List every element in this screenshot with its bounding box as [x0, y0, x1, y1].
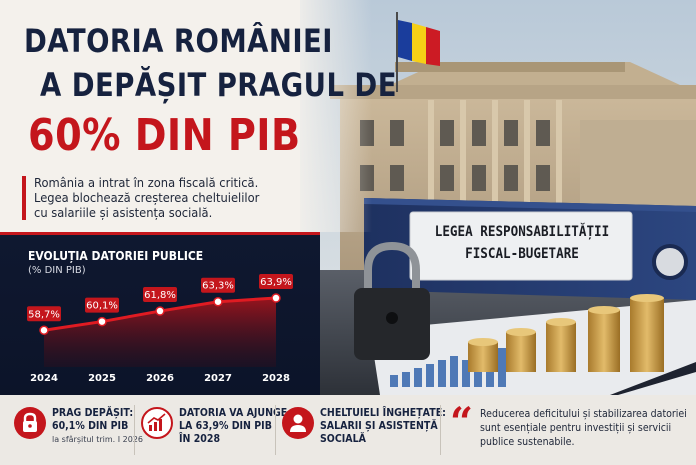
chart-area — [44, 298, 276, 367]
chart-x-tick-label: 2025 — [88, 373, 116, 384]
chart-data-label-badge — [201, 277, 235, 293]
chart-title: EVOLUȚIA DATORIEI PUBLICE — [28, 249, 204, 263]
lock-icon — [14, 407, 46, 439]
subtitle-line-1: România a intrat în zona fiscală critică… — [34, 175, 259, 190]
chart-data-label: 61,8% — [144, 290, 176, 301]
card-2-title-3: ÎN 2028 — [179, 433, 221, 445]
chart-x-tick-label: 2028 — [262, 373, 290, 384]
card-1-note: la sfârșitul trim. I 2026 — [52, 435, 143, 444]
quote-icon: “ — [450, 399, 474, 446]
chart-x-tick-label: 2027 — [204, 373, 232, 384]
info-card-projection: DATORIA VA AJUNGE LA 63,9% DIN PIB ÎN 20… — [135, 395, 287, 465]
chart-point — [97, 316, 107, 327]
headline-panel: DATORIA ROMÂNIEI A DEPĂȘIT PRAGUL DE 60%… — [0, 0, 396, 232]
chart-data-label: 58,7% — [28, 309, 60, 320]
info-card-threshold: PRAG DEPĂȘIT: 60,1% DIN PIB la sfârșitul… — [0, 395, 143, 465]
government-building-illustration — [300, 0, 696, 395]
headline-line-3: 60% DIN PIB — [28, 110, 301, 161]
pen — [610, 362, 696, 395]
person-icon — [282, 407, 314, 439]
subtitle-accent-bar — [22, 176, 26, 220]
chart-data-label-badge — [85, 297, 119, 313]
card-3-title-1: CHELTUIELI ÎNGHEȚATE: — [320, 407, 446, 419]
card-2-title-1: DATORIA VA AJUNGE — [179, 407, 288, 419]
chart-point — [155, 306, 165, 316]
subtitle-line-3: cu salariile și asistența socială. — [34, 205, 213, 220]
card-2-title-2: LA 63,9% DIN PIB — [179, 420, 272, 432]
flagpole — [396, 12, 398, 92]
coin-stacks — [468, 294, 664, 372]
subtitle-line-2: Legea blochează creșterea cheltuielilor — [34, 190, 260, 205]
info-strip: PRAG DEPĂȘIT: 60,1% DIN PIB la sfârșitul… — [0, 395, 696, 465]
card-1-title-2: 60,1% DIN PIB — [52, 420, 129, 432]
card-3-title-3: SOCIALĂ — [320, 433, 366, 445]
bar-chart-icon — [141, 407, 173, 439]
chart-data-label: 63,9% — [260, 277, 292, 288]
binder-label-line2: FISCAL-BUGETARE — [465, 246, 579, 262]
quote-line-1: Reducerea deficitului și stabilizarea da… — [480, 408, 687, 420]
romanian-flag — [398, 20, 440, 66]
binder-label-line1: LEGEA RESPONSABILITĂȚII — [434, 224, 610, 240]
headline-line-1: DATORIA ROMÂNIEI — [24, 22, 333, 60]
divider — [134, 405, 135, 455]
debt-line-chart: 58,7% 2024 60,1% 2025 61,8% 2026 63,3% 2027 63,9… — [27, 274, 293, 384]
divider — [440, 405, 441, 455]
chart-point — [39, 325, 49, 336]
chart-data-label-badge — [259, 274, 293, 290]
debt-chart-panel: EVOLUȚIA DATORIEI PUBLICE (% DIN PIB) 58… — [0, 232, 320, 395]
binder-label: LEGEA RESPONSABILITĂȚII FISCAL-BUGETARE — [412, 216, 632, 262]
chart-point — [271, 293, 281, 303]
chart-data-label: 60,1% — [86, 301, 118, 312]
card-3-title-2: SALARII ȘI ASISTENȚĂ — [320, 420, 438, 432]
binder — [364, 198, 696, 300]
info-card-frozen-spending: CHELTUIELI ÎNGHEȚATE: SALARII ȘI ASISTEN… — [276, 395, 446, 465]
card-1-title-1: PRAG DEPĂȘIT: — [52, 407, 134, 419]
headline-line-2: A DEPĂȘIT PRAGUL DE — [40, 66, 397, 104]
chart-point — [213, 296, 223, 307]
padlock-icon — [354, 241, 430, 360]
chart-subtitle: (% DIN PIB) — [28, 265, 86, 276]
chart-data-label-badge — [27, 306, 61, 322]
quote-line-3: publice sustenabile. — [480, 436, 575, 448]
chart-x-tick-label: 2026 — [146, 373, 174, 384]
quote-line-2: sunt esențiale pentru investiții și serv… — [480, 422, 672, 434]
chart-data-label-badge — [143, 287, 177, 303]
divider — [275, 405, 276, 455]
chart-x-tick-label: 2024 — [30, 373, 58, 384]
chart-data-label: 63,3% — [202, 281, 234, 292]
